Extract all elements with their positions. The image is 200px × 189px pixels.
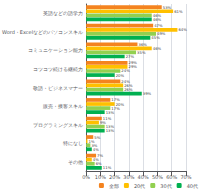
svg-text:46%: 46% (153, 17, 162, 22)
svg-text:英語などの語学力: 英語などの語学力 (43, 10, 83, 16)
svg-text:11%: 11% (102, 116, 112, 121)
svg-text:17%: 17% (111, 97, 120, 103)
svg-text:コツコツ続ける継続力: コツコツ続ける継続力 (33, 66, 83, 72)
svg-text:特になし: 特になし (63, 140, 83, 146)
svg-text:30代: 30代 (160, 183, 171, 189)
svg-text:1%: 1% (88, 138, 95, 144)
svg-text:コミュニケーション能力: コミュニケーション能力 (28, 47, 83, 53)
svg-text:20%: 20% (116, 73, 125, 78)
svg-text:30%: 30% (123, 174, 134, 180)
svg-text:29%: 29% (128, 64, 137, 69)
svg-text:20%: 20% (115, 101, 125, 107)
svg-text:9%: 9% (99, 120, 106, 126)
svg-text:13%: 13% (105, 124, 115, 130)
svg-text:60%: 60% (166, 174, 177, 180)
svg-text:全部: 全部 (109, 183, 119, 189)
svg-text:46%: 46% (153, 46, 162, 51)
svg-text:販売・接客スキル: 販売・接客スキル (43, 103, 83, 109)
svg-text:13%: 13% (106, 128, 115, 133)
svg-text:39%: 39% (143, 91, 152, 96)
svg-text:64%: 64% (178, 27, 187, 32)
svg-text:40%: 40% (138, 174, 149, 180)
svg-text:11%: 11% (103, 165, 112, 170)
svg-text:53%: 53% (163, 5, 172, 10)
svg-text:46%: 46% (152, 12, 162, 18)
svg-text:29%: 29% (128, 60, 137, 66)
svg-text:4%: 4% (92, 157, 99, 163)
svg-text:24%: 24% (121, 68, 130, 74)
svg-text:50%: 50% (152, 174, 163, 180)
svg-text:5%: 5% (94, 135, 100, 140)
svg-text:40代: 40代 (187, 183, 198, 189)
svg-text:プログラミングスキル: プログラミングスキル (33, 122, 83, 128)
svg-text:26%: 26% (124, 87, 133, 92)
svg-text:70%: 70% (180, 174, 191, 180)
svg-text:20代: 20代 (134, 183, 145, 189)
svg-text:10%: 10% (95, 174, 106, 180)
svg-text:4%: 4% (93, 147, 99, 152)
svg-text:0%: 0% (82, 174, 90, 180)
svg-text:61%: 61% (174, 9, 183, 14)
svg-text:20%: 20% (109, 174, 120, 180)
svg-text:26%: 26% (124, 83, 133, 88)
svg-text:敬語・ビジネスマナー: 敬語・ビジネスマナー (33, 85, 83, 91)
svg-text:13%: 13% (106, 110, 115, 115)
svg-text:27%: 27% (126, 54, 135, 59)
svg-text:36%: 36% (138, 42, 147, 47)
svg-text:Word・Excelなどのパソコンスキル: Word・Excelなどのパソコンスキル (2, 29, 83, 35)
svg-text:47%: 47% (154, 23, 163, 28)
svg-text:3%: 3% (91, 142, 98, 148)
svg-text:6%: 6% (96, 161, 102, 166)
svg-text:17%: 17% (111, 105, 120, 111)
svg-text:35%: 35% (137, 50, 146, 55)
svg-text:その他: その他 (68, 159, 83, 165)
svg-text:24%: 24% (121, 78, 130, 84)
svg-text:45%: 45% (151, 35, 160, 40)
svg-text:7%: 7% (97, 153, 104, 159)
svg-text:49%: 49% (157, 31, 166, 37)
